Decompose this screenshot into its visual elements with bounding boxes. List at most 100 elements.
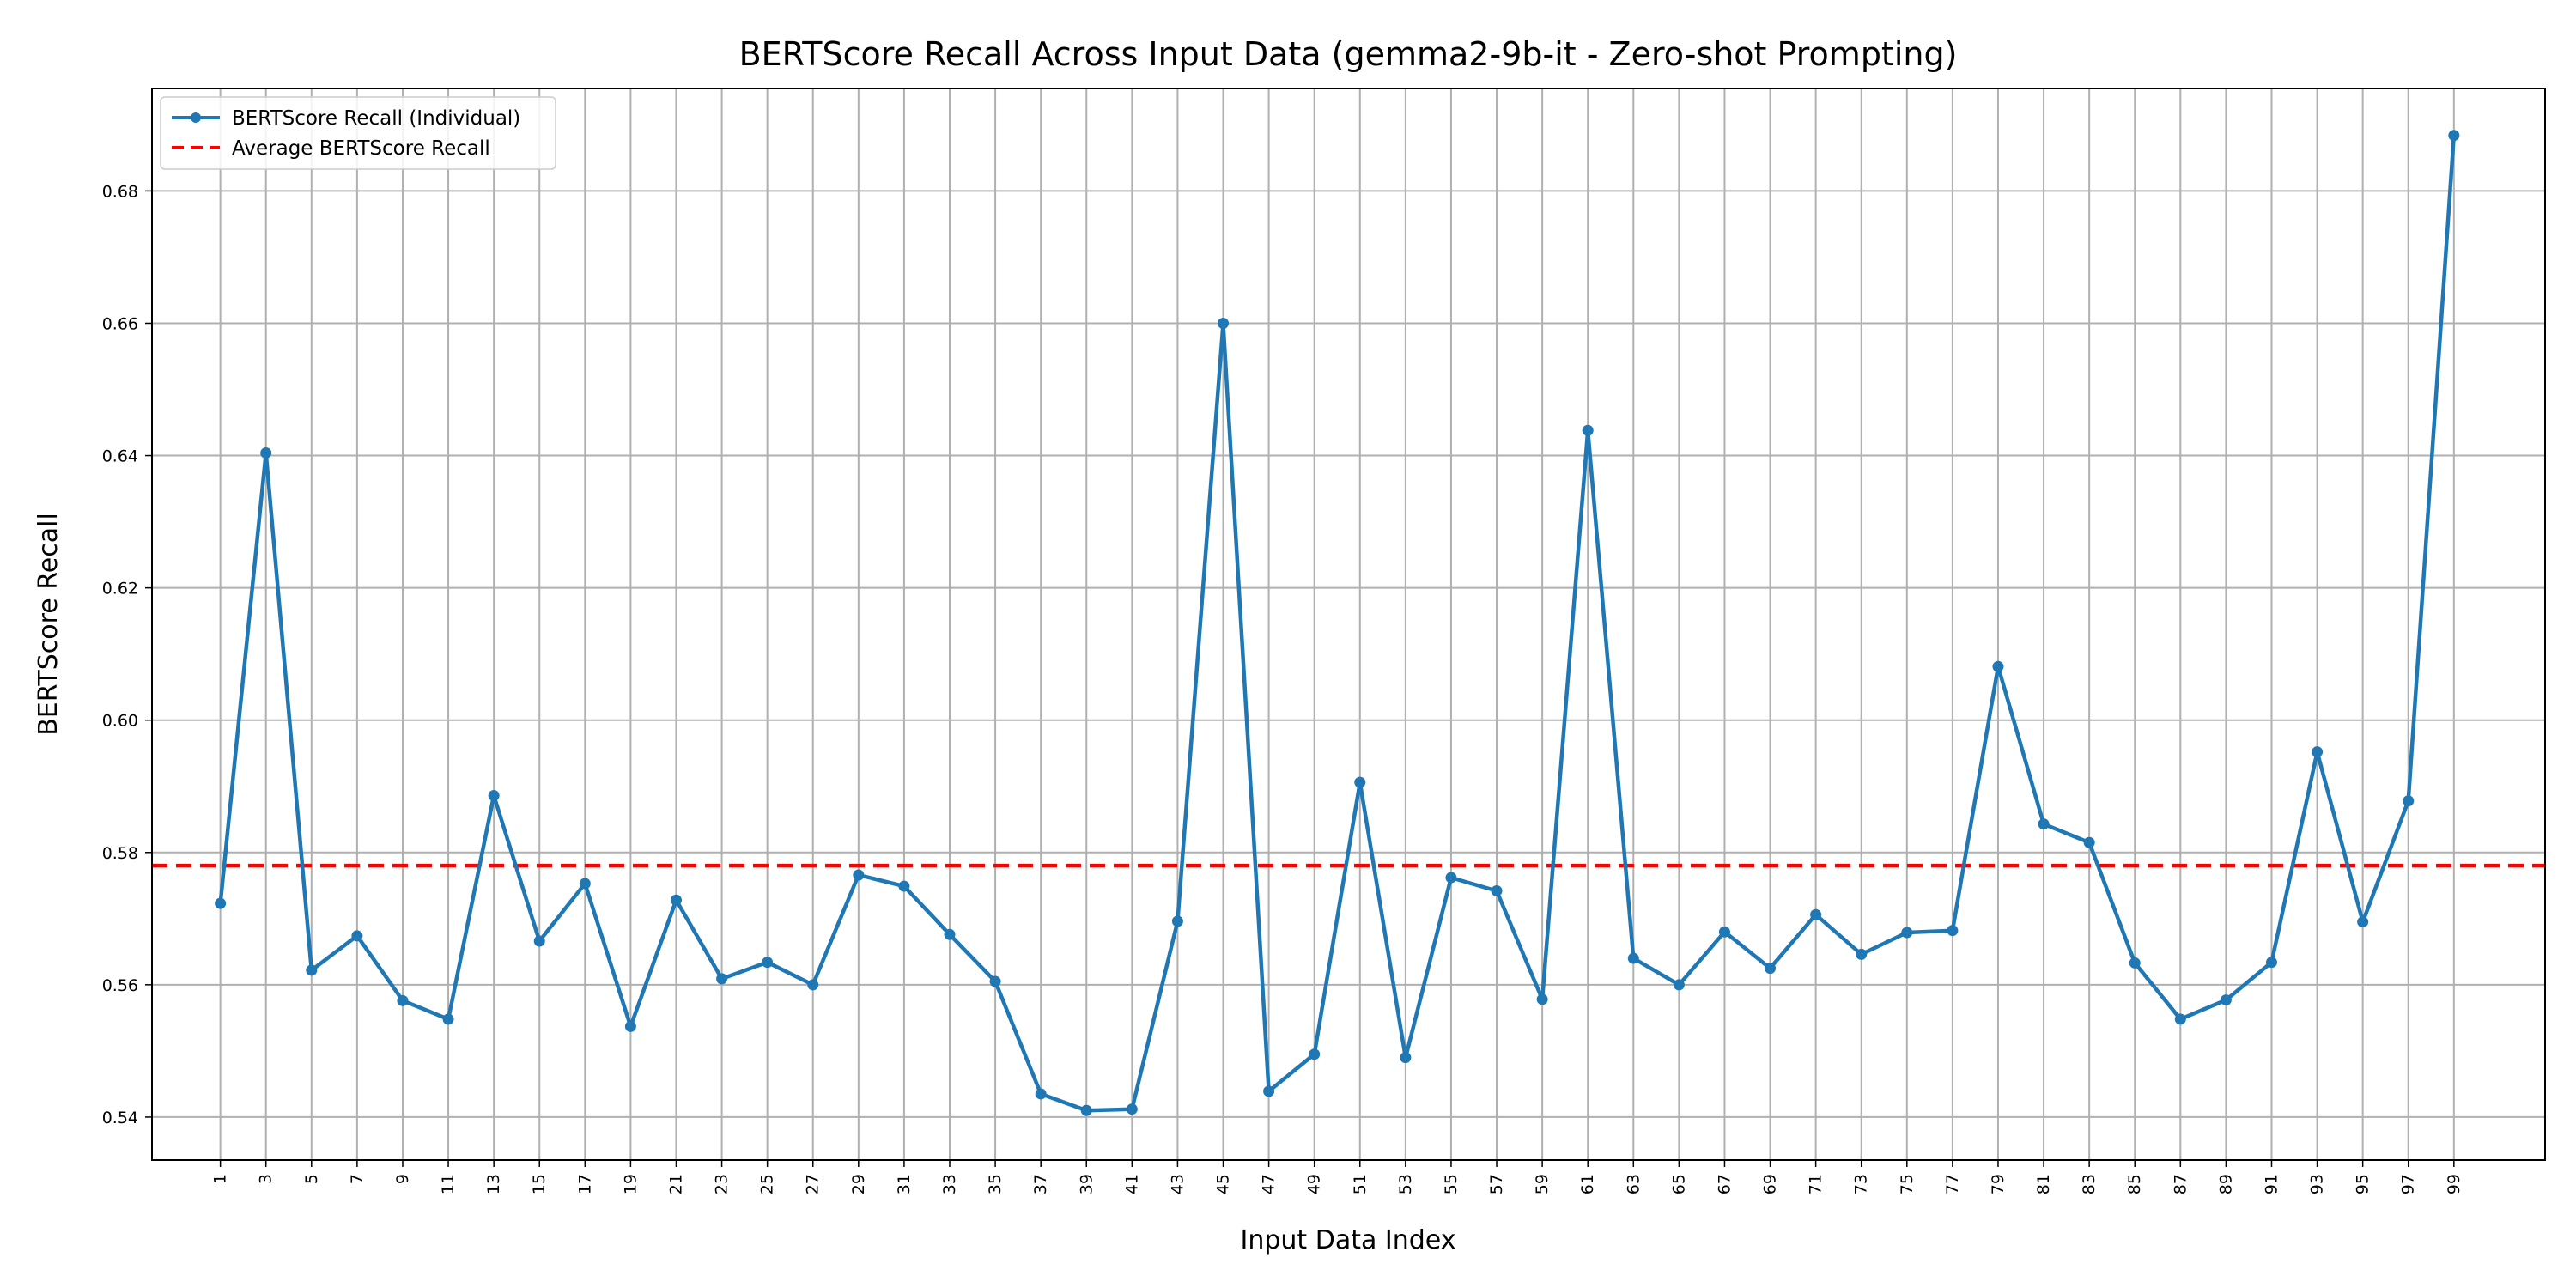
x-tick-label: 95 <box>2354 1174 2372 1194</box>
x-tick-label: 19 <box>621 1174 640 1194</box>
data-point <box>762 957 774 969</box>
x-tick-label: 53 <box>1396 1174 1415 1194</box>
x-tick-label: 51 <box>1351 1174 1370 1194</box>
data-point <box>2129 957 2141 969</box>
data-point <box>2357 916 2369 928</box>
data-point <box>1263 1085 1275 1097</box>
data-point <box>2174 1013 2186 1025</box>
legend-box <box>160 96 556 170</box>
data-point <box>1536 993 1548 1005</box>
data-point <box>670 894 682 906</box>
x-tick-label: 69 <box>1761 1174 1780 1194</box>
x-tick-label: 17 <box>575 1174 594 1194</box>
data-point <box>807 979 819 991</box>
data-point <box>1582 424 1594 436</box>
legend: BERTScore Recall (Individual) Average BE… <box>160 96 556 170</box>
x-tick-label: 3 <box>257 1174 276 1184</box>
data-point <box>1218 317 1230 329</box>
x-tick-label: 73 <box>1852 1174 1871 1194</box>
x-axis: 1 3 5 7 9 11 13 15 17 19 21 23 25 27 29 31 33 35 37 39 41 43 4… <box>211 1160 2464 1194</box>
x-tick-label: 47 <box>1260 1174 1279 1194</box>
legend-marker-individual <box>191 112 201 123</box>
y-tick-label: 0.54 <box>102 1109 138 1127</box>
x-tick-label: 35 <box>986 1174 1005 1194</box>
series-line-individual <box>218 135 2457 1113</box>
y-tick-label: 0.62 <box>102 580 138 598</box>
x-tick-label: 77 <box>1943 1174 1962 1194</box>
data-point <box>2083 836 2095 848</box>
legend-label-individual: BERTScore Recall (Individual) <box>232 107 520 130</box>
data-point <box>944 928 956 940</box>
data-point <box>716 973 728 985</box>
data-point <box>1856 948 1868 960</box>
data-point <box>2448 130 2460 142</box>
data-point <box>2312 746 2324 758</box>
x-tick-label: 31 <box>895 1174 914 1194</box>
data-point <box>989 975 1001 987</box>
x-tick-label: 89 <box>2216 1174 2235 1194</box>
data-point <box>397 994 409 1006</box>
data-point <box>1309 1048 1321 1060</box>
x-tick-label: 15 <box>530 1174 549 1194</box>
x-tick-label: 91 <box>2262 1174 2281 1194</box>
x-tick-label: 71 <box>1807 1174 1826 1194</box>
data-point <box>260 447 272 459</box>
chart-title: BERTScore Recall Across Input Data (gemm… <box>739 35 1958 73</box>
data-point <box>1080 1104 1092 1116</box>
data-point <box>1901 927 1913 939</box>
data-point <box>488 790 500 802</box>
x-tick-label: 37 <box>1031 1174 1050 1194</box>
x-tick-label: 85 <box>2125 1174 2144 1194</box>
x-tick-label: 5 <box>302 1174 321 1184</box>
data-point <box>898 880 910 892</box>
x-tick-label: 25 <box>758 1174 777 1194</box>
x-tick-label: 65 <box>1669 1174 1688 1194</box>
series-layer <box>215 130 2460 1116</box>
data-point <box>2038 818 2050 830</box>
y-axis-label: BERTScore Recall <box>33 513 64 736</box>
data-point <box>1947 925 1959 937</box>
x-tick-label: 67 <box>1715 1174 1734 1194</box>
x-tick-label: 41 <box>1122 1174 1141 1194</box>
x-tick-label: 39 <box>1077 1174 1096 1194</box>
data-point <box>2220 994 2232 1006</box>
x-tick-label: 45 <box>1214 1174 1233 1194</box>
x-tick-label: 83 <box>2080 1174 2099 1194</box>
data-point <box>1673 979 1685 991</box>
data-point <box>215 897 227 909</box>
y-tick-label: 0.64 <box>102 447 138 466</box>
data-point <box>2403 795 2415 807</box>
data-point <box>1627 952 1639 964</box>
legend-label-average: Average BERTScore Recall <box>232 137 490 160</box>
x-tick-label: 7 <box>348 1174 367 1184</box>
data-point <box>306 964 318 976</box>
data-point <box>1171 915 1183 927</box>
data-point <box>351 930 363 942</box>
x-tick-label: 21 <box>666 1174 685 1194</box>
y-tick-label: 0.58 <box>102 844 138 863</box>
data-point <box>853 869 865 881</box>
x-tick-label: 11 <box>439 1174 458 1194</box>
x-tick-label: 23 <box>713 1174 732 1194</box>
x-tick-label: 27 <box>804 1174 823 1194</box>
x-tick-label: 43 <box>1168 1174 1187 1194</box>
x-tick-label: 63 <box>1624 1174 1643 1194</box>
x-tick-label: 49 <box>1305 1174 1324 1194</box>
x-tick-label: 55 <box>1442 1174 1461 1194</box>
x-tick-label: 13 <box>484 1174 503 1194</box>
x-tick-label: 75 <box>1898 1174 1917 1194</box>
y-tick-label: 0.56 <box>102 976 138 995</box>
x-tick-label: 59 <box>1533 1174 1552 1194</box>
x-tick-label: 87 <box>2171 1174 2190 1194</box>
data-point <box>1992 660 2004 672</box>
data-point <box>2265 957 2277 969</box>
x-tick-label: 97 <box>2399 1174 2418 1194</box>
y-tick-label: 0.68 <box>102 182 138 201</box>
x-tick-label: 93 <box>2308 1174 2327 1194</box>
x-tick-label: 9 <box>393 1174 412 1184</box>
x-tick-label: 79 <box>1989 1174 2008 1194</box>
data-point <box>624 1020 636 1032</box>
data-point <box>1400 1052 1412 1064</box>
